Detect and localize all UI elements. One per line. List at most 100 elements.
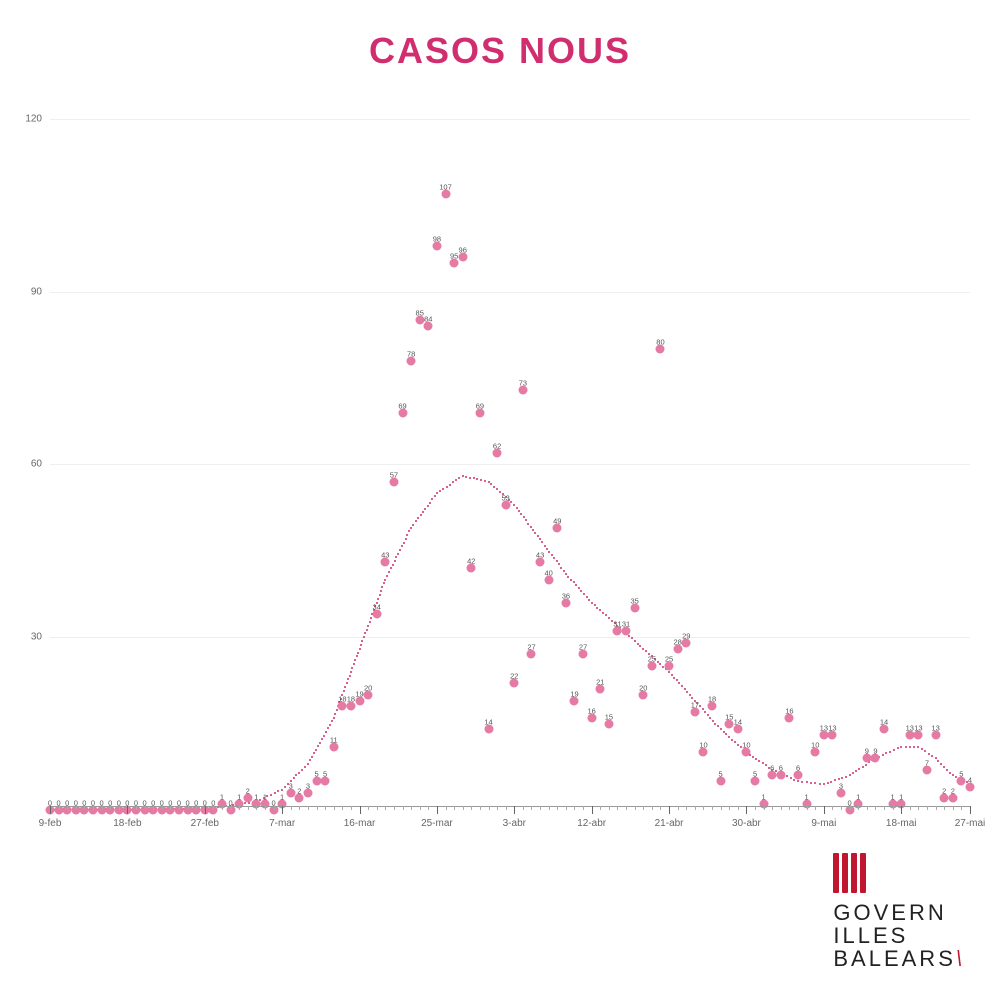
data-point: [518, 385, 527, 394]
govern-logo: GOVERNILLESBALEARS\: [833, 853, 965, 970]
x-tick-minor: [755, 806, 756, 810]
trend-dot: [659, 663, 661, 665]
x-tick-minor: [342, 806, 343, 810]
trend-dot: [681, 685, 683, 687]
trend-dot: [605, 614, 607, 616]
x-tick-minor: [497, 806, 498, 810]
x-tick-minor: [807, 806, 808, 810]
trend-dot: [397, 553, 399, 555]
x-tick-minor: [643, 806, 644, 810]
trend-dot: [946, 769, 948, 771]
trend-dot: [412, 524, 414, 526]
x-tick-minor: [317, 806, 318, 810]
data-point: [931, 731, 940, 740]
trend-dot: [827, 782, 829, 784]
x-tick-label: 27-mai: [955, 818, 986, 829]
x-tick-major: [824, 806, 825, 814]
trend-dot: [394, 560, 396, 562]
x-tick-minor: [299, 806, 300, 810]
trend-dot: [648, 653, 650, 655]
trend-dot: [673, 677, 675, 679]
trend-dot: [830, 781, 832, 783]
trend-dot: [717, 725, 719, 727]
trend-dot: [364, 632, 366, 634]
x-tick-minor: [910, 806, 911, 810]
trend-dot: [935, 757, 937, 759]
trend-dot: [734, 741, 736, 743]
trend-dot: [558, 563, 560, 565]
trend-dot: [731, 739, 733, 741]
trend-dot: [354, 659, 356, 661]
trend-dot: [347, 678, 349, 680]
trend-dot: [427, 505, 429, 507]
trend-dot: [806, 781, 808, 783]
x-tick-major: [746, 806, 747, 814]
data-point: [880, 725, 889, 734]
x-tick-label: 3-abr: [503, 818, 526, 829]
trend-dot: [691, 697, 693, 699]
x-tick-major: [205, 806, 206, 814]
trend-dot: [406, 534, 408, 536]
trend-dot: [434, 495, 436, 497]
trend-dot: [518, 510, 520, 512]
x-tick-major: [282, 806, 283, 814]
trend-dot: [374, 605, 376, 607]
x-tick-minor: [961, 806, 962, 810]
x-tick-minor: [703, 806, 704, 810]
x-tick-minor: [574, 806, 575, 810]
trend-dot: [931, 755, 933, 757]
x-tick-minor: [695, 806, 696, 810]
trend-dot: [376, 602, 378, 604]
trend-dot: [797, 780, 799, 782]
trend-dot: [801, 781, 803, 783]
data-point: [381, 558, 390, 567]
trend-dot: [458, 477, 460, 479]
trend-dot: [403, 542, 405, 544]
trend-dot: [575, 584, 577, 586]
trend-dot: [277, 790, 279, 792]
trend-dot: [476, 478, 478, 480]
trend-dot: [671, 674, 673, 676]
trend-dot: [758, 760, 760, 762]
data-point: [948, 794, 957, 803]
data-point: [243, 794, 252, 803]
x-tick-major: [127, 806, 128, 814]
trend-dot: [293, 777, 295, 779]
trend-dot: [383, 582, 385, 584]
x-tick-minor: [609, 806, 610, 810]
x-tick-label: 25-mar: [421, 818, 453, 829]
trend-dot: [309, 759, 311, 761]
trend-dot: [516, 507, 518, 509]
x-tick-minor: [489, 806, 490, 810]
trend-dot: [370, 617, 372, 619]
trend-dot: [356, 655, 358, 657]
x-tick-major: [901, 806, 902, 814]
data-point: [725, 719, 734, 728]
trend-dot: [502, 493, 504, 495]
data-point: [450, 258, 459, 267]
trend-dot: [614, 622, 616, 624]
x-tick-minor: [308, 806, 309, 810]
logo-text: GOVERNILLESBALEARS\: [833, 901, 965, 970]
trend-dot: [678, 682, 680, 684]
trend-dot: [548, 551, 550, 553]
trend-dot: [537, 535, 539, 537]
trend-dot: [510, 501, 512, 503]
x-tick-minor: [798, 806, 799, 810]
trend-dot: [882, 754, 884, 756]
trend-dot: [737, 744, 739, 746]
x-tick-minor: [918, 806, 919, 810]
logo-text-line: ILLES: [833, 924, 965, 947]
x-tick-minor: [325, 806, 326, 810]
x-tick-major: [437, 806, 438, 814]
data-point: [828, 731, 837, 740]
logo-accent: \: [956, 946, 965, 971]
x-tick-minor: [179, 806, 180, 810]
trend-dot: [546, 548, 548, 550]
data-point: [579, 650, 588, 659]
x-tick-minor: [531, 806, 532, 810]
trend-dot: [594, 604, 596, 606]
data-point: [364, 690, 373, 699]
x-tick-minor: [635, 806, 636, 810]
trend-dot: [865, 764, 867, 766]
